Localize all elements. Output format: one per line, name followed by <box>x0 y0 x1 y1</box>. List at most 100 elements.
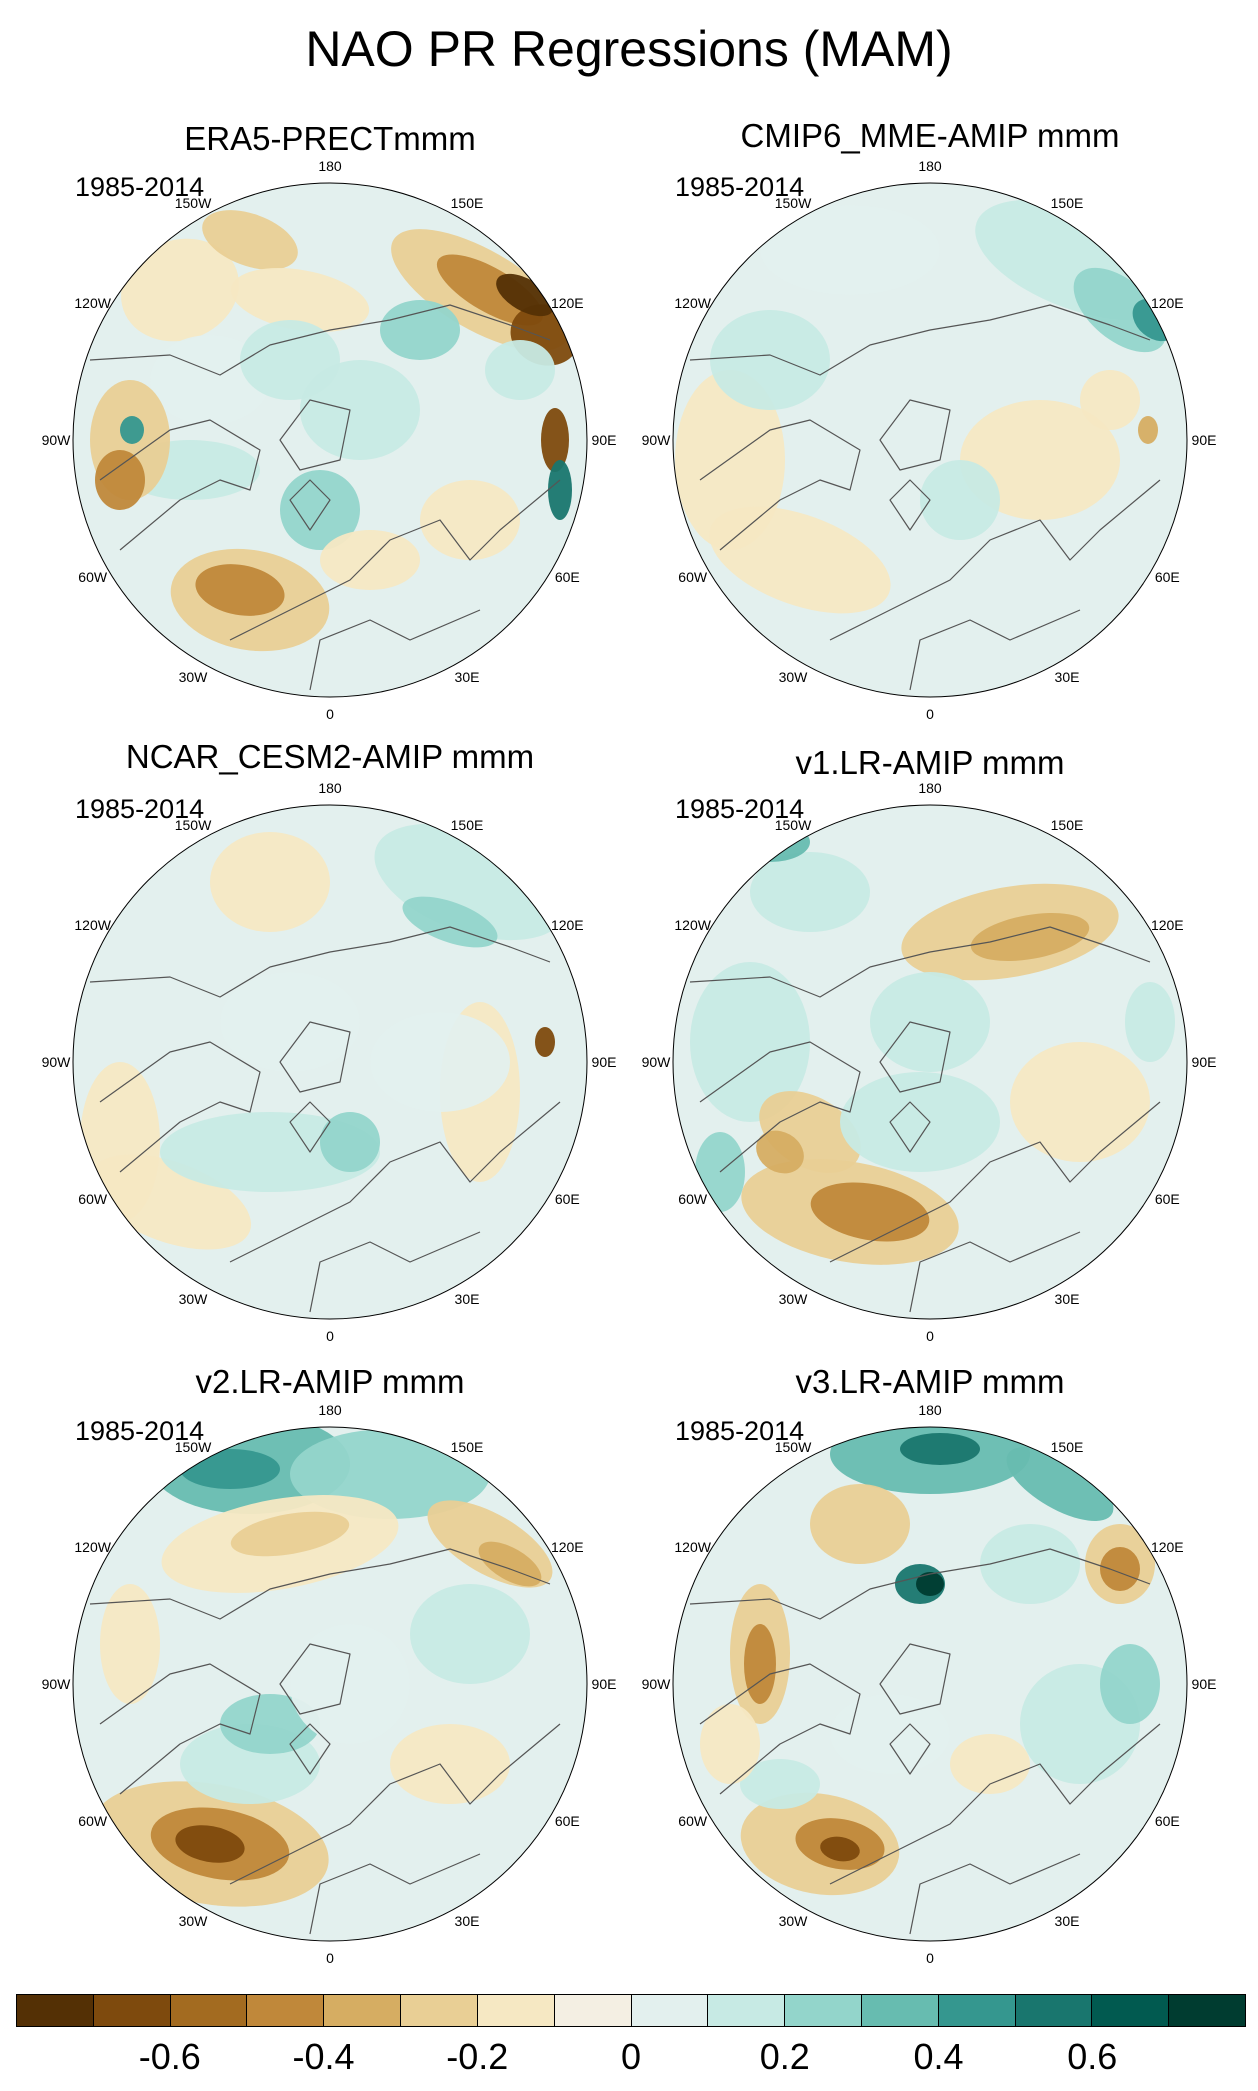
longitude-label: 120E <box>1150 917 1184 933</box>
colorbar-tick-label: 0.6 <box>1067 2036 1118 2077</box>
anomaly-contour <box>750 852 870 932</box>
longitude-label: 150W <box>774 194 812 211</box>
anomaly-contour <box>390 1724 510 1804</box>
longitude-label: 60W <box>678 569 708 585</box>
anomaly-contour <box>920 460 1000 540</box>
coastline <box>99 419 261 551</box>
colorbar-box <box>785 1995 862 2026</box>
anomaly-contour <box>744 1624 776 1704</box>
coastline <box>889 1101 931 1153</box>
longitude-label: 30E <box>454 669 480 686</box>
colorbar-box <box>1092 1995 1170 2026</box>
longitude-label: 180 <box>318 1402 342 1418</box>
longitude-label: 180 <box>918 158 942 174</box>
longitude-label: 120W <box>74 295 111 311</box>
longitude-label: 60E <box>554 1813 580 1829</box>
longitude-label: 60E <box>1154 569 1180 585</box>
period-label-cesm2: 1985-2014 <box>75 794 205 824</box>
anomaly-contour <box>810 1484 910 1564</box>
anomaly-contour <box>195 564 285 616</box>
longitude-label: 120E <box>550 295 584 311</box>
anomaly-contour <box>916 1572 944 1596</box>
longitude-label: 0 <box>326 1950 334 1966</box>
anomaly-contour <box>1138 416 1158 444</box>
anomaly-contour <box>230 268 370 332</box>
coastline <box>889 1723 931 1775</box>
map-boundary <box>72 1426 588 1942</box>
colorbar-box <box>631 1995 709 2026</box>
anomaly-contour <box>290 1624 410 1744</box>
map-panel-v3 <box>673 1427 1187 1941</box>
map-boundary <box>672 1426 1188 1942</box>
colorbar-box <box>401 1995 478 2026</box>
colorbar-box <box>170 1995 248 2026</box>
longitude-label: 90E <box>1191 432 1217 448</box>
coastline <box>279 1643 351 1715</box>
coastline <box>279 1021 351 1093</box>
longitude-label: 150W <box>174 194 212 211</box>
longitude-label: 150E <box>1050 194 1084 211</box>
coastline <box>229 1723 561 1885</box>
longitude-label: 150E <box>450 194 484 211</box>
map-boundary <box>672 804 1188 1320</box>
longitude-label: 120E <box>550 1539 584 1555</box>
longitude-label: 0 <box>926 1950 934 1966</box>
anomaly-contour <box>541 408 569 472</box>
coastline <box>829 1723 1161 1885</box>
anomaly-contour <box>740 1759 820 1809</box>
coastline <box>99 1041 261 1173</box>
longitude-label: 90E <box>1191 1054 1217 1070</box>
longitude-label: 150W <box>174 1438 212 1455</box>
coastline <box>89 304 551 376</box>
colorbar-box <box>554 1995 632 2026</box>
colorbar-box <box>17 1995 94 2026</box>
anomaly-contour <box>709 506 891 614</box>
longitude-label: 150E <box>450 816 484 833</box>
colorbar-box <box>477 1995 555 2026</box>
anomaly-contour <box>1006 1447 1114 1521</box>
coastline <box>309 1231 481 1313</box>
coastline <box>699 419 861 551</box>
anomaly-contour <box>840 1072 1000 1172</box>
colorbar-box <box>938 1995 1016 2026</box>
anomaly-contour <box>496 273 554 317</box>
colorbar-tick-label: -0.6 <box>138 2036 201 2077</box>
colorbar-box <box>708 1995 786 2026</box>
anomaly-contour <box>970 912 1090 962</box>
anomaly-contour <box>121 238 239 342</box>
coastline <box>889 479 931 531</box>
anomaly-contour <box>756 1130 804 1174</box>
longitude-label: 60W <box>78 569 108 585</box>
longitude-label: 90W <box>641 1054 671 1070</box>
coastline <box>689 926 1151 998</box>
coastline <box>909 1853 1081 1935</box>
coastline <box>699 1663 861 1795</box>
colorbar-box <box>324 1995 402 2026</box>
longitude-label: 90E <box>591 432 617 448</box>
anomaly-contour <box>900 1433 980 1465</box>
coastline <box>309 1853 481 1935</box>
anomaly-contour <box>175 1825 245 1863</box>
coastline <box>689 1548 1151 1620</box>
anomaly-contour <box>760 205 940 295</box>
longitude-label: 150E <box>450 1438 484 1455</box>
longitude-label: 150E <box>1050 1438 1084 1455</box>
longitude-label: 90W <box>41 1054 71 1070</box>
anomaly-contour <box>202 210 298 270</box>
coastline <box>99 1663 261 1795</box>
coastline <box>879 1643 951 1715</box>
coastline <box>279 399 351 471</box>
anomaly-contour <box>120 416 144 444</box>
colorbar-tick-label: 0.2 <box>759 2036 810 2077</box>
colorbar-box <box>1015 1995 1093 2026</box>
anomaly-contour <box>100 1584 160 1704</box>
longitude-label: 90W <box>641 1676 671 1692</box>
longitude-label: 90E <box>591 1054 617 1070</box>
longitude-label: 60W <box>678 1191 708 1207</box>
period-label-v3: 1985-2014 <box>675 1416 805 1446</box>
anomaly-contour <box>380 300 460 360</box>
anomaly-contour <box>548 460 572 520</box>
coastline <box>699 1041 861 1173</box>
coastline <box>909 1231 1081 1313</box>
longitude-label: 150E <box>1050 816 1084 833</box>
